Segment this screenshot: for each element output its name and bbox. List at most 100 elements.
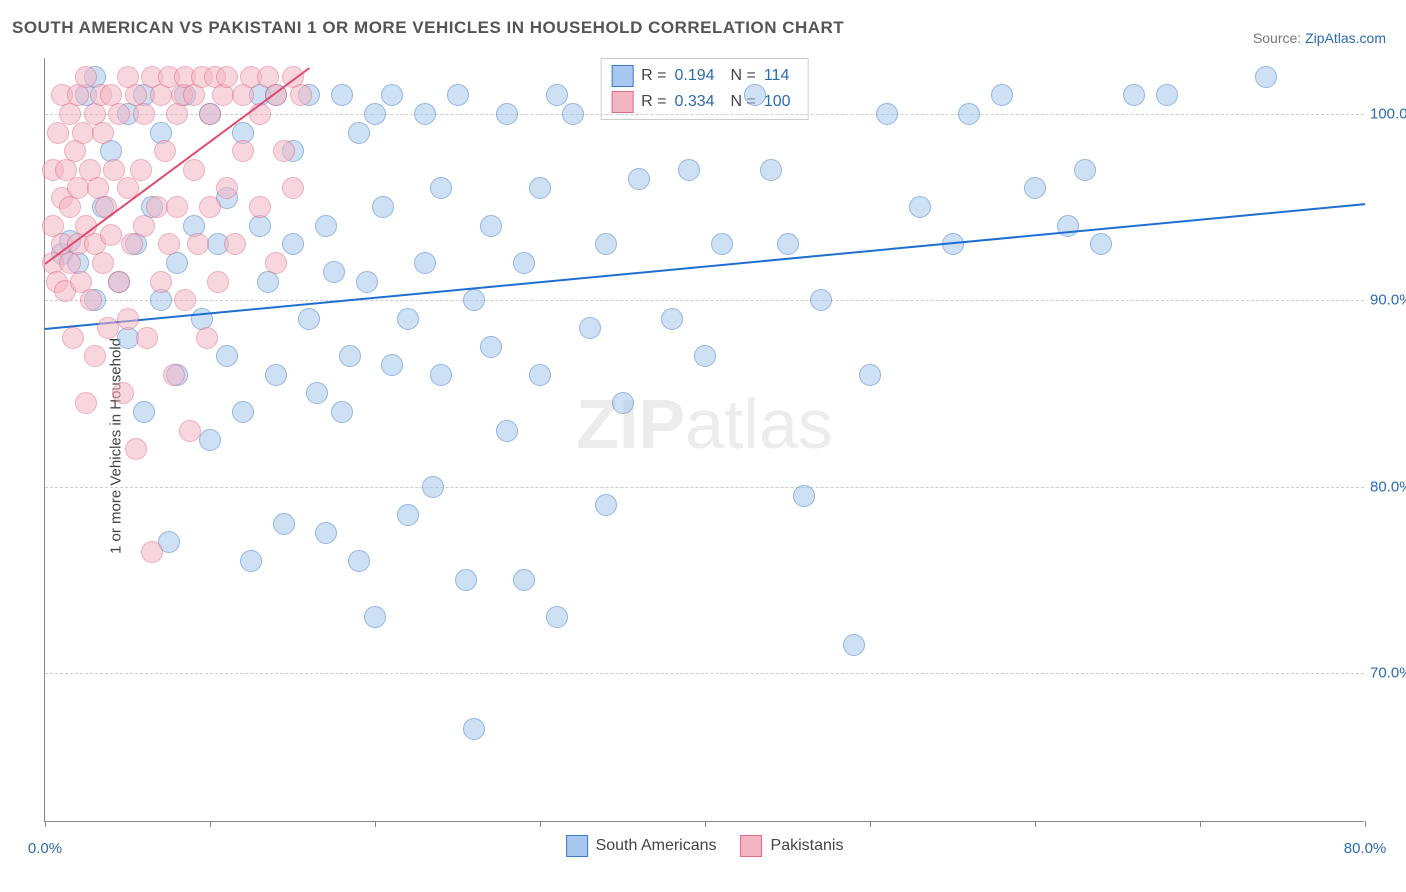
scatter-point (331, 84, 353, 106)
stat-r-label: R = (641, 67, 666, 85)
scatter-point (323, 261, 345, 283)
scatter-point (315, 522, 337, 544)
scatter-point (298, 308, 320, 330)
x-tick (540, 821, 541, 827)
scatter-point (529, 177, 551, 199)
x-tick (375, 821, 376, 827)
y-tick-label: 80.0% (1370, 478, 1406, 495)
scatter-point (80, 289, 102, 311)
scatter-point (133, 215, 155, 237)
y-tick-label: 90.0% (1370, 292, 1406, 309)
scatter-point (397, 308, 419, 330)
scatter-point (158, 233, 180, 255)
scatter-point (876, 103, 898, 125)
scatter-point (1024, 177, 1046, 199)
scatter-point (546, 606, 568, 628)
gridline-horizontal (45, 487, 1364, 488)
scatter-point (199, 196, 221, 218)
scatter-point (546, 84, 568, 106)
scatter-point (1074, 159, 1096, 181)
scatter-point (95, 196, 117, 218)
legend-swatch (566, 835, 588, 857)
stat-r-label: R = (641, 93, 666, 111)
scatter-point (430, 364, 452, 386)
scatter-point (150, 271, 172, 293)
scatter-point (315, 215, 337, 237)
scatter-point (463, 718, 485, 740)
scatter-point (232, 140, 254, 162)
scatter-point (513, 252, 535, 274)
scatter-point (422, 476, 444, 498)
scatter-point (146, 196, 168, 218)
scatter-point (273, 513, 295, 535)
source-prefix: Source: (1253, 30, 1305, 46)
scatter-point (290, 84, 312, 106)
scatter-point (179, 420, 201, 442)
scatter-point (125, 438, 147, 460)
scatter-point (991, 84, 1013, 106)
scatter-point (356, 271, 378, 293)
x-tick (1365, 821, 1366, 827)
legend-item: South Americans (566, 835, 717, 857)
scatter-point (595, 494, 617, 516)
scatter-point (1090, 233, 1112, 255)
scatter-point (1123, 84, 1145, 106)
plot-area: ZIPatlas R =0.194N =114R =0.334N =100 So… (44, 58, 1364, 822)
scatter-point (196, 327, 218, 349)
scatter-point (562, 103, 584, 125)
legend-swatch (741, 835, 763, 857)
scatter-point (348, 550, 370, 572)
x-tick (870, 821, 871, 827)
scatter-point (480, 336, 502, 358)
scatter-point (108, 103, 130, 125)
scatter-point (232, 401, 254, 423)
x-tick (1200, 821, 1201, 827)
scatter-point (240, 550, 262, 572)
scatter-point (265, 364, 287, 386)
scatter-point (529, 364, 551, 386)
x-tick-label: 80.0% (1344, 840, 1387, 857)
stat-n-value: 114 (764, 67, 798, 85)
scatter-point (174, 289, 196, 311)
scatter-point (100, 224, 122, 246)
source-citation: Source: ZipAtlas.com (1253, 30, 1386, 46)
stats-row: R = 0.194 N = 114 (611, 63, 798, 89)
scatter-point (480, 215, 502, 237)
scatter-point (216, 345, 238, 367)
scatter-point (414, 103, 436, 125)
scatter-point (513, 569, 535, 591)
scatter-point (455, 569, 477, 591)
scatter-point (339, 345, 361, 367)
stat-n-label: N = (731, 67, 756, 85)
scatter-point (1156, 84, 1178, 106)
bottom-legend: South Americans Pakistanis (566, 835, 844, 857)
scatter-point (306, 382, 328, 404)
scatter-point (496, 420, 518, 442)
scatter-point (628, 168, 650, 190)
scatter-point (224, 233, 246, 255)
scatter-point (381, 354, 403, 376)
chart-title: SOUTH AMERICAN VS PAKISTANI 1 OR MORE VE… (12, 18, 844, 38)
scatter-point (372, 196, 394, 218)
scatter-point (282, 177, 304, 199)
legend-item: Pakistanis (741, 835, 844, 857)
scatter-point (496, 103, 518, 125)
scatter-point (112, 382, 134, 404)
source-link[interactable]: ZipAtlas.com (1305, 30, 1386, 46)
scatter-point (187, 233, 209, 255)
scatter-point (62, 327, 84, 349)
scatter-point (84, 345, 106, 367)
scatter-point (163, 364, 185, 386)
legend-swatch (611, 91, 633, 113)
scatter-point (447, 84, 469, 106)
scatter-point (958, 103, 980, 125)
scatter-point (97, 317, 119, 339)
stat-r-value: 0.194 (675, 67, 723, 85)
scatter-point (273, 140, 295, 162)
gridline-horizontal (45, 673, 1364, 674)
scatter-point (612, 392, 634, 414)
scatter-point (166, 103, 188, 125)
scatter-point (694, 345, 716, 367)
scatter-point (92, 122, 114, 144)
scatter-point (282, 233, 304, 255)
